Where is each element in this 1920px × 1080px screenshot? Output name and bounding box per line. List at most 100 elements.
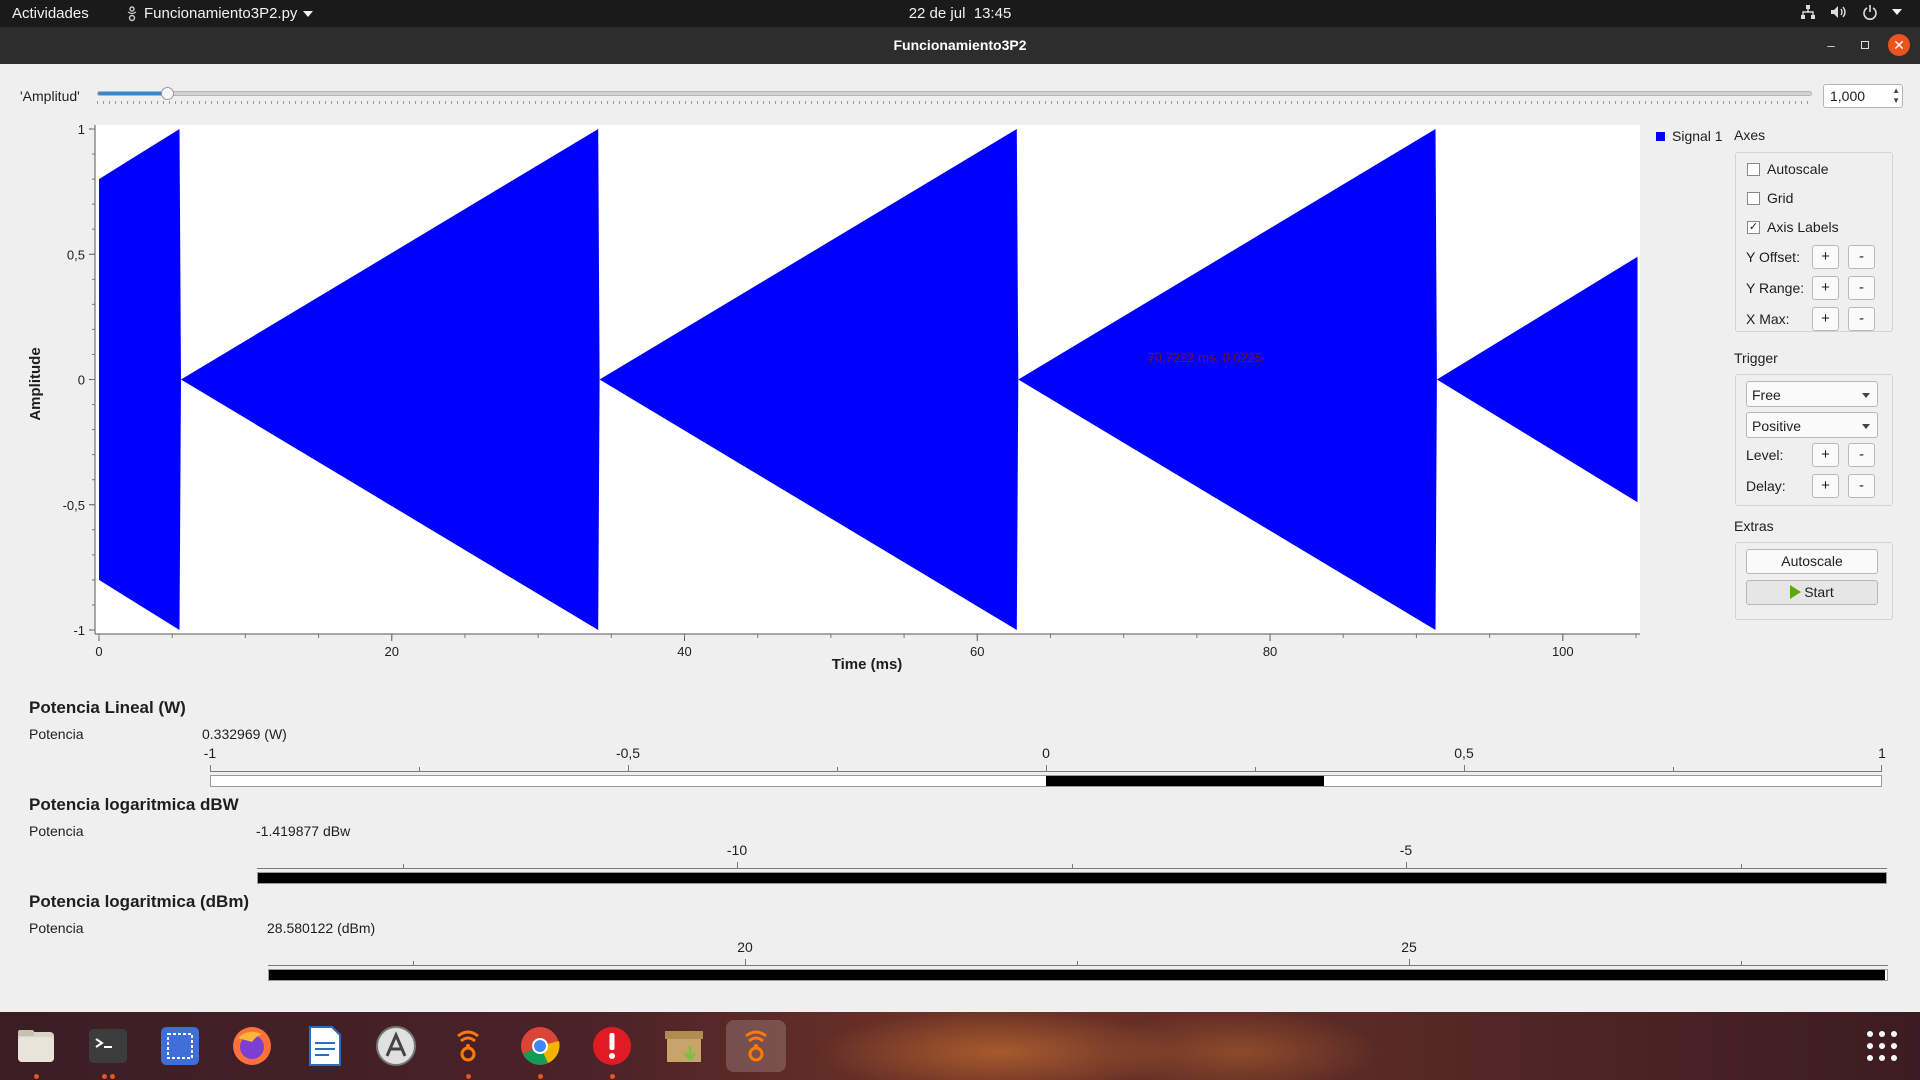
scale-tick [837,767,838,772]
window-title-bar[interactable]: Funcionamiento3P2 – ✕ [0,27,1920,64]
chevron-down-icon [1862,393,1870,398]
dock-archive-manager[interactable] [658,1020,710,1072]
plot-legend: Signal 1 [1656,128,1723,144]
trigger-mode-select[interactable]: Free [1746,381,1878,407]
x-tick-label: 0 [95,644,102,659]
x-max-minus-button[interactable]: - [1848,307,1875,331]
restore-icon [1861,41,1869,49]
extras-group-title: Extras [1734,518,1774,534]
trigger-delay-label: Delay: [1746,478,1786,494]
scale-tick [1464,765,1465,772]
system-tray[interactable] [1800,4,1902,20]
tick-label: -10 [726,842,748,858]
trigger-level-minus-button[interactable]: - [1848,443,1875,467]
maximize-button[interactable] [1854,34,1876,56]
amplitude-slider-handle[interactable] [160,87,174,100]
scale-tick [1741,864,1742,869]
dock-gnuradio[interactable] [442,1020,494,1079]
axis-labels-checkbox[interactable]: ✓ Axis Labels [1747,219,1839,235]
dock-terminal[interactable] [82,1020,134,1079]
trigger-group-title: Trigger [1734,350,1778,366]
amplitude-slider[interactable] [97,87,1812,100]
power-lineal-bar [210,775,1882,787]
spin-up-icon[interactable]: ▲ [1892,86,1900,95]
tick-label: -5 [1399,842,1413,858]
power-dbm-title: Potencia logaritmica (dBm) [29,892,250,911]
app-menu[interactable]: Funcionamiento3P2.py [126,5,314,22]
y-range-minus-button[interactable]: - [1848,276,1875,300]
power-dbm-label: Potencia [29,920,84,936]
dock-screenshot[interactable] [154,1020,206,1072]
spin-down-icon[interactable]: ▼ [1892,96,1900,105]
plot-canvas[interactable]: 1 0,5 0 -0,5 -1 0 20 40 60 80 100 Amplitude Time … [25,117,1660,677]
running-indicator [466,1074,471,1079]
tick-label: 0,5 [1454,745,1474,761]
clock-date: 22 de jul [908,5,966,22]
power-lineal-title: Potencia Lineal (W) [29,698,186,717]
clock-time: 13:45 [973,5,1012,22]
y-tick-label: -0,5 [63,498,85,513]
y-offset-plus-button[interactable]: + [1812,245,1839,269]
x-tick-label: 20 [385,644,399,659]
power-icon [1863,5,1877,20]
y-range-plus-button[interactable]: + [1812,276,1839,300]
start-button[interactable]: Start [1746,580,1878,605]
window-title: Funcionamiento3P2 [893,37,1027,53]
power-lineal-label: Potencia [29,726,84,742]
scale-tick [1255,767,1256,772]
scale-tick [628,765,629,772]
scale-tick [745,959,746,966]
scale-tick [737,862,738,869]
scale-tick [210,765,211,772]
dock-chrome[interactable] [514,1020,566,1079]
power-dbw-title: Potencia logaritmica dBW [29,795,239,814]
trigger-group [1735,374,1893,506]
legend-swatch [1656,131,1665,141]
power-dbw-bar-fill [258,873,1886,883]
trigger-slope-select[interactable]: Positive [1746,412,1878,438]
tick-label: -0,5 [615,745,641,761]
activities-button[interactable]: Actividades [12,5,89,22]
files-icon [18,1030,54,1062]
scale-tick [1741,961,1742,966]
grid-checkbox[interactable]: Grid [1747,190,1793,206]
series-1-envelope [99,129,1638,630]
chevron-down-icon [303,10,314,17]
clock[interactable]: 22 de jul 13:45 [909,5,1012,22]
y-range-label: Y Range: [1746,280,1805,296]
dock-help[interactable] [586,1020,638,1079]
grid-label: Grid [1767,190,1794,206]
axes-group [1735,152,1893,332]
tick-label: 25 [1401,939,1417,955]
minimize-button[interactable]: – [1820,34,1842,56]
y-axis-title: Amplitude [27,347,44,420]
trigger-delay-plus-button[interactable]: + [1812,474,1839,498]
running-indicator [34,1074,39,1079]
y-offset-minus-button[interactable]: - [1848,245,1875,269]
x-max-plus-button[interactable]: + [1812,307,1839,331]
scale-tick [413,961,414,966]
scale-tick [1406,862,1407,869]
signal-layer [99,129,1638,630]
dock-writer[interactable] [298,1020,350,1072]
check-icon: ✓ [1747,220,1760,234]
extras-autoscale-button[interactable]: Autoscale [1746,549,1878,574]
autoscale-checkbox[interactable]: Autoscale [1747,161,1828,177]
system-top-bar: Actividades Funcionamiento3P2.py 22 de j… [0,0,1920,27]
power-dbm-bar-fill [269,970,1886,980]
trigger-level-plus-button[interactable]: + [1812,443,1839,467]
gnuradio-app-icon [127,5,137,21]
close-button[interactable]: ✕ [1888,34,1910,56]
trigger-delay-minus-button[interactable]: - [1848,474,1875,498]
power-lineal-scale: -1 -0,5 0 0,5 1 [204,745,1886,785]
time-sink-plot[interactable]: 1 0,5 0 -0,5 -1 0 20 40 60 80 100 Amplitude Time … [25,117,1660,677]
y-tick-label: 0,5 [67,247,85,262]
dock-files[interactable] [10,1020,62,1079]
dock-gnuradio-companion[interactable] [726,1020,786,1072]
dock-firefox[interactable] [226,1020,278,1072]
app-grid-icon [1867,1031,1897,1061]
dock-app-grid[interactable] [1856,1020,1908,1072]
dock-software[interactable] [370,1020,422,1072]
app-menu-label: Funcionamiento3P2.py [144,5,298,22]
amplitude-spinbox[interactable]: 1,000 ▲ ▼ [1823,84,1903,108]
